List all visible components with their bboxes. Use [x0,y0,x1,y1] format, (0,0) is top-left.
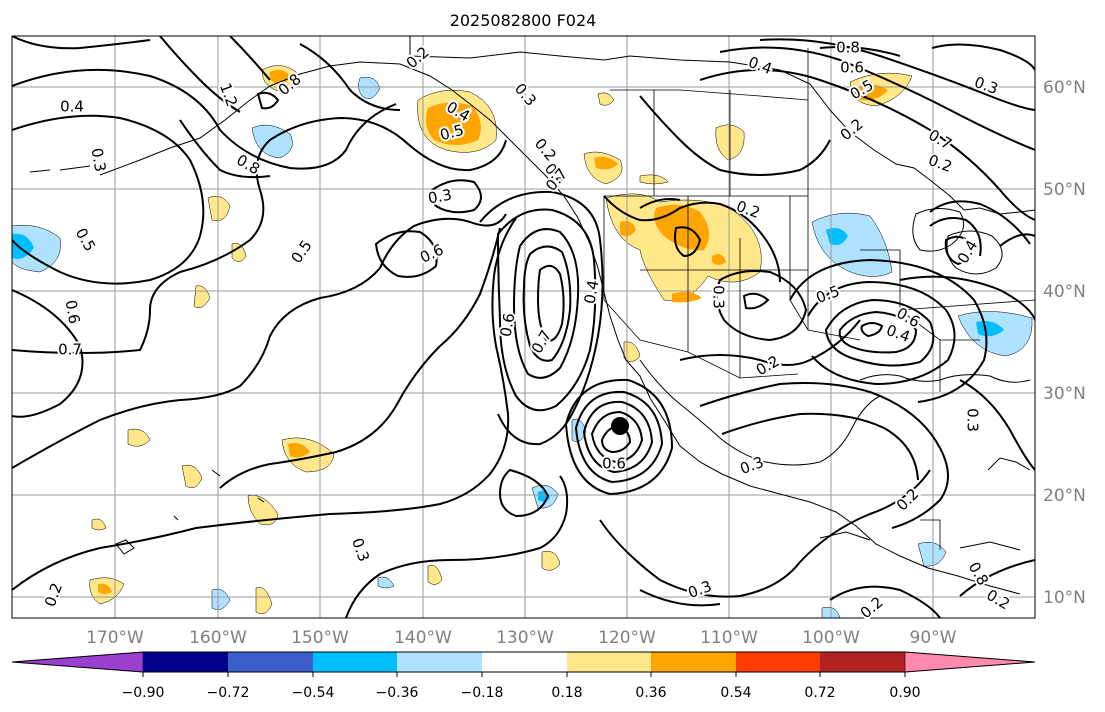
contour-label: 0.6 [840,59,864,77]
contour-label: 0.8 [836,39,860,57]
lon-label: 110°W [700,628,758,648]
shade-region [672,291,702,303]
contour-label: 0.6 [602,455,626,473]
lon-label: 160°W [189,628,247,648]
lat-label: 30°N [1043,384,1086,404]
shade-region [620,221,636,237]
lat-label: 10°N [1043,588,1086,608]
shade-region [288,443,310,458]
colorbar-tick-label: 0.18 [551,685,582,701]
contour-lines [12,36,1035,618]
shade-region [255,587,273,614]
lat-label: 40°N [1043,282,1086,302]
shade-region [917,542,947,567]
contour-label: 0.4 [60,98,84,116]
shade-region [211,588,231,610]
lat-label: 60°N [1043,78,1086,98]
lon-label: 140°W [394,628,452,648]
contour-label: 0.3 [964,408,982,432]
colorbar-tick-label: −0.54 [292,685,335,701]
contour-label: 0.7 [58,341,82,359]
shade-region [231,243,247,262]
shade-region [712,254,726,265]
longitude-labels: 170°W 160°W 150°W 140°W 130°W 120°W 110°… [86,628,957,648]
lon-label: 90°W [910,628,957,648]
map-title: 2025082800 F024 [450,11,597,30]
political-borders [603,48,1035,550]
contour-label: 0.3 [710,285,728,309]
colorbar-tick-label: −0.72 [207,685,250,701]
shade-region [247,495,279,526]
colorbar-segment [143,652,228,672]
shade-region [207,196,231,221]
shade-region [597,92,615,106]
lon-label: 170°W [86,628,144,648]
shade-region [12,233,34,259]
coastlines [29,36,1035,595]
colorbar-tick-label: 0.54 [720,685,751,701]
shade-region [594,156,618,170]
lat-label: 50°N [1043,180,1086,200]
lon-label: 120°W [598,628,656,648]
shade-region [127,428,151,447]
shade-region [98,583,112,594]
colorbar-segment [482,652,567,672]
shade-region [976,321,1004,337]
lon-label: 150°W [291,628,349,648]
shaded-anomaly-regions [12,65,1033,618]
shade-region [91,518,107,531]
colorbar-tick-label: 0.72 [804,685,835,701]
colorbar-segment [736,652,820,672]
colorbar-segment [397,652,482,672]
colorbar-tick-label: 0.36 [635,685,666,701]
lat-label: 20°N [1043,486,1086,506]
colorbar-extend-max [904,651,1036,673]
latitude-labels: 60°N 50°N 40°N 30°N 20°N 10°N [1043,78,1086,608]
colorbar-segment [228,652,313,672]
colorbar-tick-label: −0.36 [376,685,419,701]
shade-region [427,565,443,585]
colorbar-extend-min [11,651,144,673]
shade-region [377,576,395,589]
colorbar-segment [820,652,905,672]
shade-region [426,102,481,145]
colorbar: −0.90 −0.72 −0.54 −0.36 −0.18 0.18 0.36 0.54 0.7… [11,651,1036,701]
shade-region [181,465,203,488]
shade-region [269,69,290,85]
colorbar-segment [651,652,736,672]
shade-region [541,551,561,571]
lon-label: 130°W [496,628,554,648]
colorbar-tick-label: −0.18 [461,685,504,701]
lon-label: 100°W [802,628,860,648]
colorbar-segment [313,652,397,672]
storm-center-marker [611,417,629,435]
colorbar-tick-label: −0.90 [122,685,165,701]
map-panel [11,35,1036,619]
colorbar-tick-label: 0.90 [889,685,920,701]
colorbar-segment [567,652,651,672]
shade-region [571,419,587,442]
